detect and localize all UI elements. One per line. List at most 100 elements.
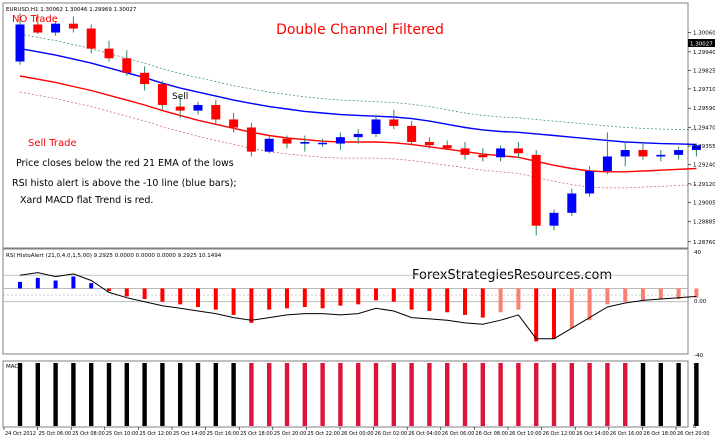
- macd-bar: [71, 363, 76, 426]
- rsi-bar: [231, 288, 236, 315]
- candle-body: [104, 48, 114, 59]
- rsi-bar: [623, 288, 628, 302]
- candle: [140, 66, 150, 91]
- candle: [567, 188, 577, 217]
- macd-bar: [267, 363, 272, 426]
- candle-body: [389, 119, 399, 126]
- rsi-bar: [89, 283, 94, 289]
- macd-panel-label: MACD: [6, 364, 23, 370]
- candle-body: [122, 58, 132, 73]
- price-tick-label: 1.30060: [693, 31, 715, 37]
- macd-bar: [551, 363, 557, 426]
- rsi-bar: [569, 288, 574, 329]
- candle: [371, 114, 381, 138]
- rsi-bar: [160, 288, 165, 302]
- current-price-tag: [688, 39, 715, 47]
- macd-tick-1: 1: [693, 364, 697, 370]
- chart-title: Double Channel Filtered: [276, 22, 444, 38]
- candle-body: [442, 145, 452, 149]
- rsi-bar: [178, 288, 183, 305]
- no-trade-label: NO Trade: [12, 14, 58, 25]
- rsi-bar: [142, 288, 147, 300]
- macd-bar: [534, 363, 539, 426]
- candle: [549, 209, 559, 231]
- candle: [104, 40, 114, 62]
- rsi-bar: [356, 288, 361, 305]
- candle-body: [478, 154, 488, 158]
- candle-body: [496, 148, 506, 158]
- rsi-bar: [124, 288, 129, 297]
- macd-bar: [409, 363, 414, 426]
- candle: [389, 109, 399, 130]
- band-outer-lower: [19, 91, 697, 189]
- macd-bar: [17, 363, 23, 426]
- time-tick-label: 26 Oct 02:00: [375, 431, 408, 437]
- rsi-bar: [18, 281, 22, 289]
- candle-body: [585, 170, 595, 194]
- macd-bar: [694, 363, 699, 426]
- rsi-bar: [605, 288, 610, 305]
- macd-bar: [178, 363, 183, 426]
- candle: [122, 50, 132, 76]
- symbol-header: EURUSD,H1 1.30062 1.30046 1.29969 1.3002…: [6, 7, 137, 13]
- rsi-bar: [391, 288, 396, 302]
- rsi-bar: [53, 280, 58, 289]
- rsi-bar: [213, 288, 218, 310]
- macd-bar: [302, 363, 307, 426]
- rsi-bar: [445, 288, 450, 313]
- candle-body: [264, 138, 274, 152]
- macd-bar: [516, 363, 521, 426]
- rsi-bar: [587, 288, 592, 321]
- rsi-bar: [463, 288, 467, 315]
- description-line-2: RSI histo alert is above the -10 line (b…: [12, 178, 237, 189]
- macd-bar: [498, 363, 503, 426]
- price-tick-label: 1.29005: [693, 200, 715, 206]
- rsi-bar: [552, 288, 556, 339]
- macd-bar: [89, 363, 94, 426]
- time-tick-label: 26 Oct 10:00: [509, 431, 542, 437]
- candle: [157, 80, 167, 110]
- candle: [68, 16, 78, 33]
- candle: [531, 150, 541, 236]
- rsi-tick-bottom: -40: [694, 353, 703, 359]
- candle-body: [246, 127, 256, 152]
- time-tick-label: 26 Oct 08:00: [475, 431, 508, 437]
- candle: [424, 137, 434, 149]
- candle: [229, 113, 239, 133]
- rsi-panel-label: RSI HistoAlert (21,0,4,0,1,5,00) 9.2925 …: [6, 253, 222, 259]
- candle: [246, 122, 256, 157]
- candle-body: [567, 193, 577, 213]
- candle: [335, 132, 345, 151]
- candle-body: [602, 156, 612, 171]
- candle-body: [531, 154, 541, 226]
- candle-body: [282, 138, 292, 144]
- candle-body: [68, 23, 78, 29]
- candle: [33, 14, 43, 35]
- time-tick-label: 25 Oct 18:00: [240, 431, 273, 437]
- rsi-bar: [658, 288, 663, 300]
- macd-panel[interactable]: [2, 360, 689, 428]
- rsi-bar: [534, 288, 539, 342]
- price-tick-label: 1.29240: [693, 163, 715, 169]
- macd-bar: [338, 363, 343, 426]
- macd-bar: [320, 363, 325, 426]
- candle: [264, 135, 274, 154]
- candle: [86, 24, 96, 54]
- description-line-3: Xard MACD flat Trend is red.: [20, 195, 153, 206]
- macd-bar: [587, 363, 592, 426]
- candle-body: [691, 145, 701, 151]
- candlesticks: [15, 13, 701, 236]
- price-tick-label: 1.29825: [693, 68, 715, 74]
- candle-body: [318, 142, 328, 145]
- price-tick-label: 1.29710: [693, 87, 715, 93]
- candle-body: [371, 119, 381, 134]
- macd-bar: [35, 363, 40, 426]
- price-tick-label: 1.29120: [693, 182, 715, 188]
- candle-body: [157, 84, 167, 105]
- macd-bar: [356, 363, 361, 426]
- price-tick-label: 1.28885: [693, 220, 715, 226]
- time-tick-label: 25 Oct 10:00: [106, 431, 139, 437]
- price-tick-label: 1.29355: [693, 144, 715, 150]
- price-panel[interactable]: [2, 2, 689, 249]
